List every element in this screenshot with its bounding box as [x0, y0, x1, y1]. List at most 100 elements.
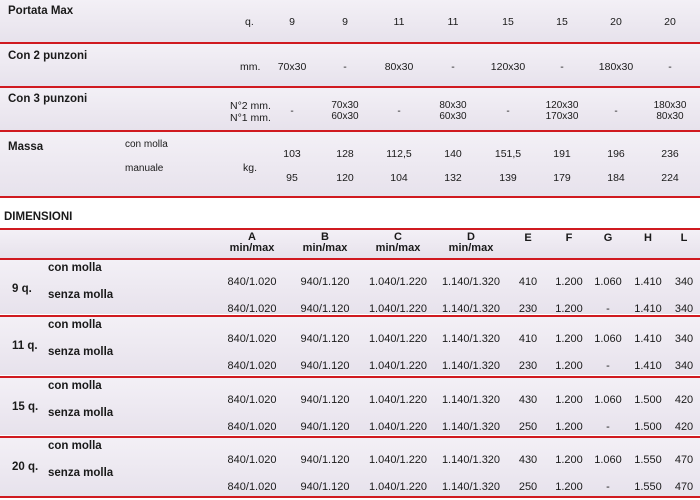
table-cell: 470 — [674, 481, 694, 493]
massa-label: Massa — [8, 141, 44, 153]
table-cell: 940/1.120 — [300, 421, 350, 433]
group-label: 20 q. — [12, 461, 39, 473]
table-cell: 1.200 — [555, 454, 583, 466]
tre-punzoni-value: 60x30 — [331, 111, 359, 122]
table-cell: 420 — [674, 394, 694, 406]
column-header-letter: A — [248, 231, 256, 243]
column-header-range: min/max — [229, 242, 275, 254]
group-band — [0, 378, 700, 435]
table-cell: 1.140/1.320 — [441, 333, 501, 345]
portata-unit: q. — [245, 16, 254, 28]
tre-punzoni-unit-2: N°1 mm. — [230, 112, 271, 124]
tre-punzoni-unit-1: N°2 mm. — [230, 100, 271, 112]
massa-value-con-molla: 140 — [444, 148, 462, 160]
table-cell: 1.410 — [634, 360, 662, 372]
column-header: L — [681, 233, 688, 244]
dimensioni-header-row — [0, 230, 700, 258]
due-punzoni-value: 70x30 — [277, 61, 307, 73]
due-punzoni-unit: mm. — [240, 61, 261, 73]
table-cell: 1.040/1.220 — [368, 454, 428, 466]
column-header-range: min/max — [448, 242, 494, 254]
row-label: senza molla — [48, 346, 114, 358]
massa-sub-manuale: manuale — [125, 163, 164, 174]
tre-punzoni-value: - — [290, 106, 294, 117]
due-punzoni-row — [0, 44, 700, 86]
massa-value-manuale: 120 — [336, 172, 354, 184]
column-header: F — [566, 233, 573, 244]
massa-value-con-molla: 196 — [607, 148, 625, 160]
table-cell: 940/1.120 — [300, 303, 350, 315]
column-header: H — [644, 233, 652, 244]
group-band — [0, 438, 700, 496]
table-cell: 1.410 — [634, 333, 662, 345]
column-header-letter: C — [394, 231, 402, 243]
due-punzoni-value: - — [451, 61, 455, 73]
table-cell: 1.040/1.220 — [368, 360, 428, 372]
portata-value: 15 — [556, 16, 568, 28]
massa-value-manuale: 184 — [607, 172, 625, 184]
row-label: senza molla — [48, 289, 114, 301]
table-cell: 1.060 — [594, 333, 622, 345]
table-cell: 1.410 — [634, 276, 662, 288]
tre-punzoni-value: 60x30 — [439, 111, 467, 122]
table-cell: 840/1.020 — [227, 360, 277, 372]
table-cell: 1.040/1.220 — [368, 481, 428, 493]
table-cell: 1.200 — [555, 360, 583, 372]
row-label: con molla — [48, 380, 102, 392]
massa-value-con-molla: 103 — [283, 148, 301, 160]
table-cell: 1.140/1.320 — [441, 421, 501, 433]
table-cell: 1.200 — [555, 481, 583, 493]
table-cell: - — [606, 481, 610, 493]
portata-row — [0, 0, 700, 42]
portata-value: 20 — [610, 16, 622, 28]
table-cell: 840/1.020 — [227, 333, 277, 345]
column-header: E — [524, 233, 531, 244]
divider — [0, 42, 700, 44]
column-header-letter: F — [565, 232, 573, 244]
table-cell: 230 — [518, 303, 538, 315]
table-cell: 1.200 — [555, 276, 583, 288]
table-cell: 420 — [674, 421, 694, 433]
table-cell: 430 — [518, 394, 538, 406]
group-label: 9 q. — [12, 283, 32, 295]
table-cell: 1.200 — [555, 333, 583, 345]
table-cell: 1.040/1.220 — [368, 333, 428, 345]
column-header-range: min/max — [375, 242, 421, 254]
massa-value-con-molla: 151,5 — [494, 148, 522, 160]
portata-value: 11 — [393, 16, 405, 28]
divider — [0, 496, 700, 498]
table-cell: 340 — [674, 333, 694, 345]
due-punzoni-value: - — [560, 61, 564, 73]
portata-value: 9 — [342, 16, 348, 28]
tre-punzoni-row — [0, 88, 700, 130]
due-punzoni-value: - — [343, 61, 347, 73]
table-cell: 1.200 — [555, 421, 583, 433]
table-cell: 940/1.120 — [300, 481, 350, 493]
massa-sub-con-molla: con molla — [125, 139, 168, 150]
tre-punzoni-value: 180x30 — [653, 100, 687, 111]
divider — [0, 228, 700, 230]
divider — [0, 315, 700, 317]
tre-punzoni-value: - — [397, 106, 401, 117]
portata-value: 11 — [447, 16, 459, 28]
tre-punzoni-value: 80x30 — [656, 111, 684, 122]
table-cell: 340 — [674, 360, 694, 372]
tre-punzoni-label: Con 3 punzoni — [8, 93, 88, 105]
divider — [0, 86, 700, 88]
table-cell: 1.040/1.220 — [368, 276, 428, 288]
table-cell: 940/1.120 — [300, 360, 350, 372]
table-cell: 1.550 — [634, 454, 662, 466]
portata-value: 9 — [289, 16, 295, 28]
table-cell: 230 — [518, 360, 538, 372]
portata-value: 15 — [502, 16, 514, 28]
table-cell: 940/1.120 — [300, 276, 350, 288]
table-cell: - — [606, 421, 610, 433]
column-header-letter: L — [680, 232, 688, 244]
tre-punzoni-value: 80x30 — [439, 100, 467, 111]
tre-punzoni-value: - — [506, 106, 510, 117]
group-band — [0, 260, 700, 314]
